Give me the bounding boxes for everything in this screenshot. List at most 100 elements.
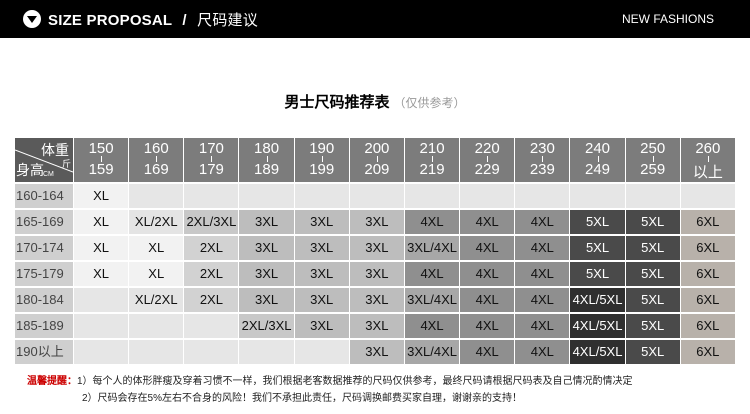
row-header: 160-164 <box>15 184 73 208</box>
column-header: 200 209 <box>349 138 404 182</box>
weight-range-end: 209 <box>364 161 390 178</box>
size-cell: 3XL <box>294 210 349 234</box>
size-cell: 2XL <box>184 262 239 286</box>
corner-weight: 体重 <box>41 142 69 158</box>
chevron-down-icon <box>23 10 41 28</box>
size-cell <box>129 314 184 338</box>
size-cell: XL/2XL <box>129 210 184 234</box>
size-cell: 4XL/5XL <box>570 314 625 338</box>
table-note: （仅供参考） <box>393 96 466 110</box>
size-cell: 3XL <box>349 340 404 364</box>
size-cell: 6XL <box>680 236 735 260</box>
column-header: 240 249 <box>570 138 625 182</box>
row-header: 175-179 <box>15 262 73 286</box>
weight-range-end: 259 <box>640 161 666 178</box>
weight-range-end: 219 <box>419 161 445 178</box>
size-cell: 4XL <box>515 340 570 364</box>
size-cell <box>74 314 129 338</box>
weight-range-end: 169 <box>143 161 169 178</box>
weight-range-start: 200 <box>364 140 390 157</box>
size-cell: 3XL <box>294 236 349 260</box>
column-header: 260 以上 <box>680 138 735 182</box>
range-tick <box>707 156 709 162</box>
range-tick <box>652 156 654 162</box>
size-cell: 4XL <box>460 314 515 338</box>
size-cell: 3XL <box>294 262 349 286</box>
size-cell <box>570 184 625 208</box>
size-cell: 4XL <box>515 210 570 234</box>
size-cell: 3XL <box>294 288 349 312</box>
size-cell: 3XL <box>349 314 404 338</box>
range-tick <box>156 156 158 162</box>
tips-label: 温馨提醒： <box>27 376 77 387</box>
size-cell: 5XL <box>625 236 680 260</box>
size-cell: 3XL <box>349 288 404 312</box>
size-cell: 5XL <box>570 262 625 286</box>
banner-tagline: NEW FASHIONS <box>621 12 714 26</box>
size-cell <box>625 184 680 208</box>
column-header: 250 259 <box>625 138 680 182</box>
size-cell <box>294 340 349 364</box>
table-corner: 体重 斤 身高 CM <box>15 138 73 182</box>
size-cell <box>294 184 349 208</box>
size-cell: XL/2XL <box>129 288 184 312</box>
size-cell: 6XL <box>680 210 735 234</box>
tips-text-2: 2）尺码会存在5%左右不合身的风险！我们不承担此责任，尺码调换邮费买家自理，谢谢… <box>82 393 523 404</box>
weight-range-start: 180 <box>254 140 280 157</box>
range-tick <box>266 156 268 162</box>
size-cell <box>239 184 294 208</box>
weight-range-start: 230 <box>529 140 555 157</box>
tips-line-2: 2）尺码会存在5%左右不合身的风险！我们不承担此责任，尺码调换邮费买家自理，谢谢… <box>82 389 522 404</box>
tips-text-1: 1）每个人的体形胖瘦及穿着习惯不一样，我们根据老客数据推荐的尺码仅供参考，最终尺… <box>77 376 633 387</box>
weight-range-end: 179 <box>198 161 224 178</box>
range-tick <box>542 156 544 162</box>
column-header: 230 239 <box>515 138 570 182</box>
weight-range-start: 150 <box>88 140 114 157</box>
column-header: 190 199 <box>294 138 349 182</box>
size-cell: 5XL <box>570 210 625 234</box>
size-cell: 4XL <box>404 314 460 338</box>
weight-range-start: 190 <box>309 140 335 157</box>
row-header: 170-174 <box>15 236 73 260</box>
size-cell: 4XL <box>460 236 515 260</box>
size-cell: 3XL <box>349 210 404 234</box>
size-cell <box>460 184 515 208</box>
size-cell: 3XL/4XL <box>404 236 460 260</box>
size-cell: 2XL/3XL <box>239 314 294 338</box>
size-cell <box>184 184 239 208</box>
size-cell: 5XL <box>625 210 680 234</box>
weight-range-end: 159 <box>88 161 114 178</box>
column-header: 150 159 <box>74 138 129 182</box>
range-tick <box>376 156 378 162</box>
column-header: 210 219 <box>404 138 460 182</box>
column-header: 160 169 <box>129 138 184 182</box>
size-cell: 5XL <box>625 314 680 338</box>
size-cell: 3XL <box>349 262 404 286</box>
size-cell <box>515 184 570 208</box>
row-header: 190以上 <box>15 340 73 364</box>
size-cell <box>74 340 129 364</box>
size-cell <box>129 184 184 208</box>
size-cell: XL <box>129 236 184 260</box>
tips-line-1: 温馨提醒：1）每个人的体形胖瘦及穿着习惯不一样，我们根据老客数据推荐的尺码仅供参… <box>27 372 633 387</box>
size-cell: 4XL <box>460 210 515 234</box>
weight-range-start: 250 <box>640 140 666 157</box>
weight-range-start: 220 <box>474 140 500 157</box>
range-tick <box>211 156 213 162</box>
size-cell: XL <box>74 262 129 286</box>
size-cell: 2XL <box>184 236 239 260</box>
size-cell <box>404 184 460 208</box>
size-cell: XL <box>74 236 129 260</box>
weight-range-end: 239 <box>529 161 555 178</box>
size-cell: 5XL <box>570 236 625 260</box>
column-header: 220 229 <box>460 138 515 182</box>
size-cell: 4XL <box>460 262 515 286</box>
range-tick <box>432 156 434 162</box>
range-tick <box>487 156 489 162</box>
banner-title: SIZE PROPOSAL / 尺码建议 <box>48 9 258 30</box>
table-title: 男士尺码推荐表 <box>284 94 390 111</box>
banner-title-cn: 尺码建议 <box>197 12 258 29</box>
size-cell: 4XL <box>404 262 460 286</box>
size-cell <box>74 288 129 312</box>
row-header: 180-184 <box>15 288 73 312</box>
